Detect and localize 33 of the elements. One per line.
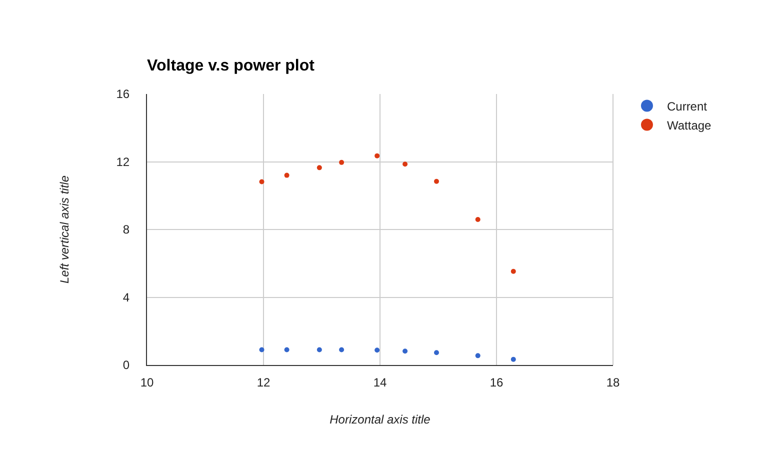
point (510, 356, 516, 362)
point (284, 347, 290, 352)
x-axis-title: Horizontal axis title (330, 412, 431, 426)
y-tick-label: 16 (116, 87, 130, 102)
x-tick-label: 18 (606, 375, 620, 390)
x-tick-label: 14 (373, 375, 387, 390)
point (374, 348, 380, 353)
point (402, 348, 408, 354)
point (316, 347, 322, 352)
legend-label: Wattage (666, 118, 712, 132)
chart-title: Voltage v.s power plot (147, 58, 316, 75)
point (259, 179, 264, 184)
point (259, 347, 264, 352)
point (339, 347, 344, 352)
point (374, 153, 380, 158)
point (434, 178, 439, 184)
point (475, 217, 480, 222)
x-tick-label: 10 (140, 375, 154, 390)
legend-label: Current (666, 99, 708, 114)
point (434, 350, 439, 356)
y-tick-label: 12 (116, 154, 130, 169)
point (475, 353, 480, 358)
y-tick-label: 8 (122, 222, 130, 237)
point (284, 172, 290, 178)
y-axis-title: Left vertical axis title (58, 175, 72, 284)
point (402, 162, 408, 167)
point (316, 165, 322, 170)
y-tick-label: 0 (122, 358, 130, 372)
x-tick-label: 12 (256, 375, 270, 390)
point (510, 268, 516, 274)
y-tick-label: 4 (122, 290, 130, 304)
point (339, 160, 344, 165)
x-tick-label: 16 (490, 375, 504, 390)
